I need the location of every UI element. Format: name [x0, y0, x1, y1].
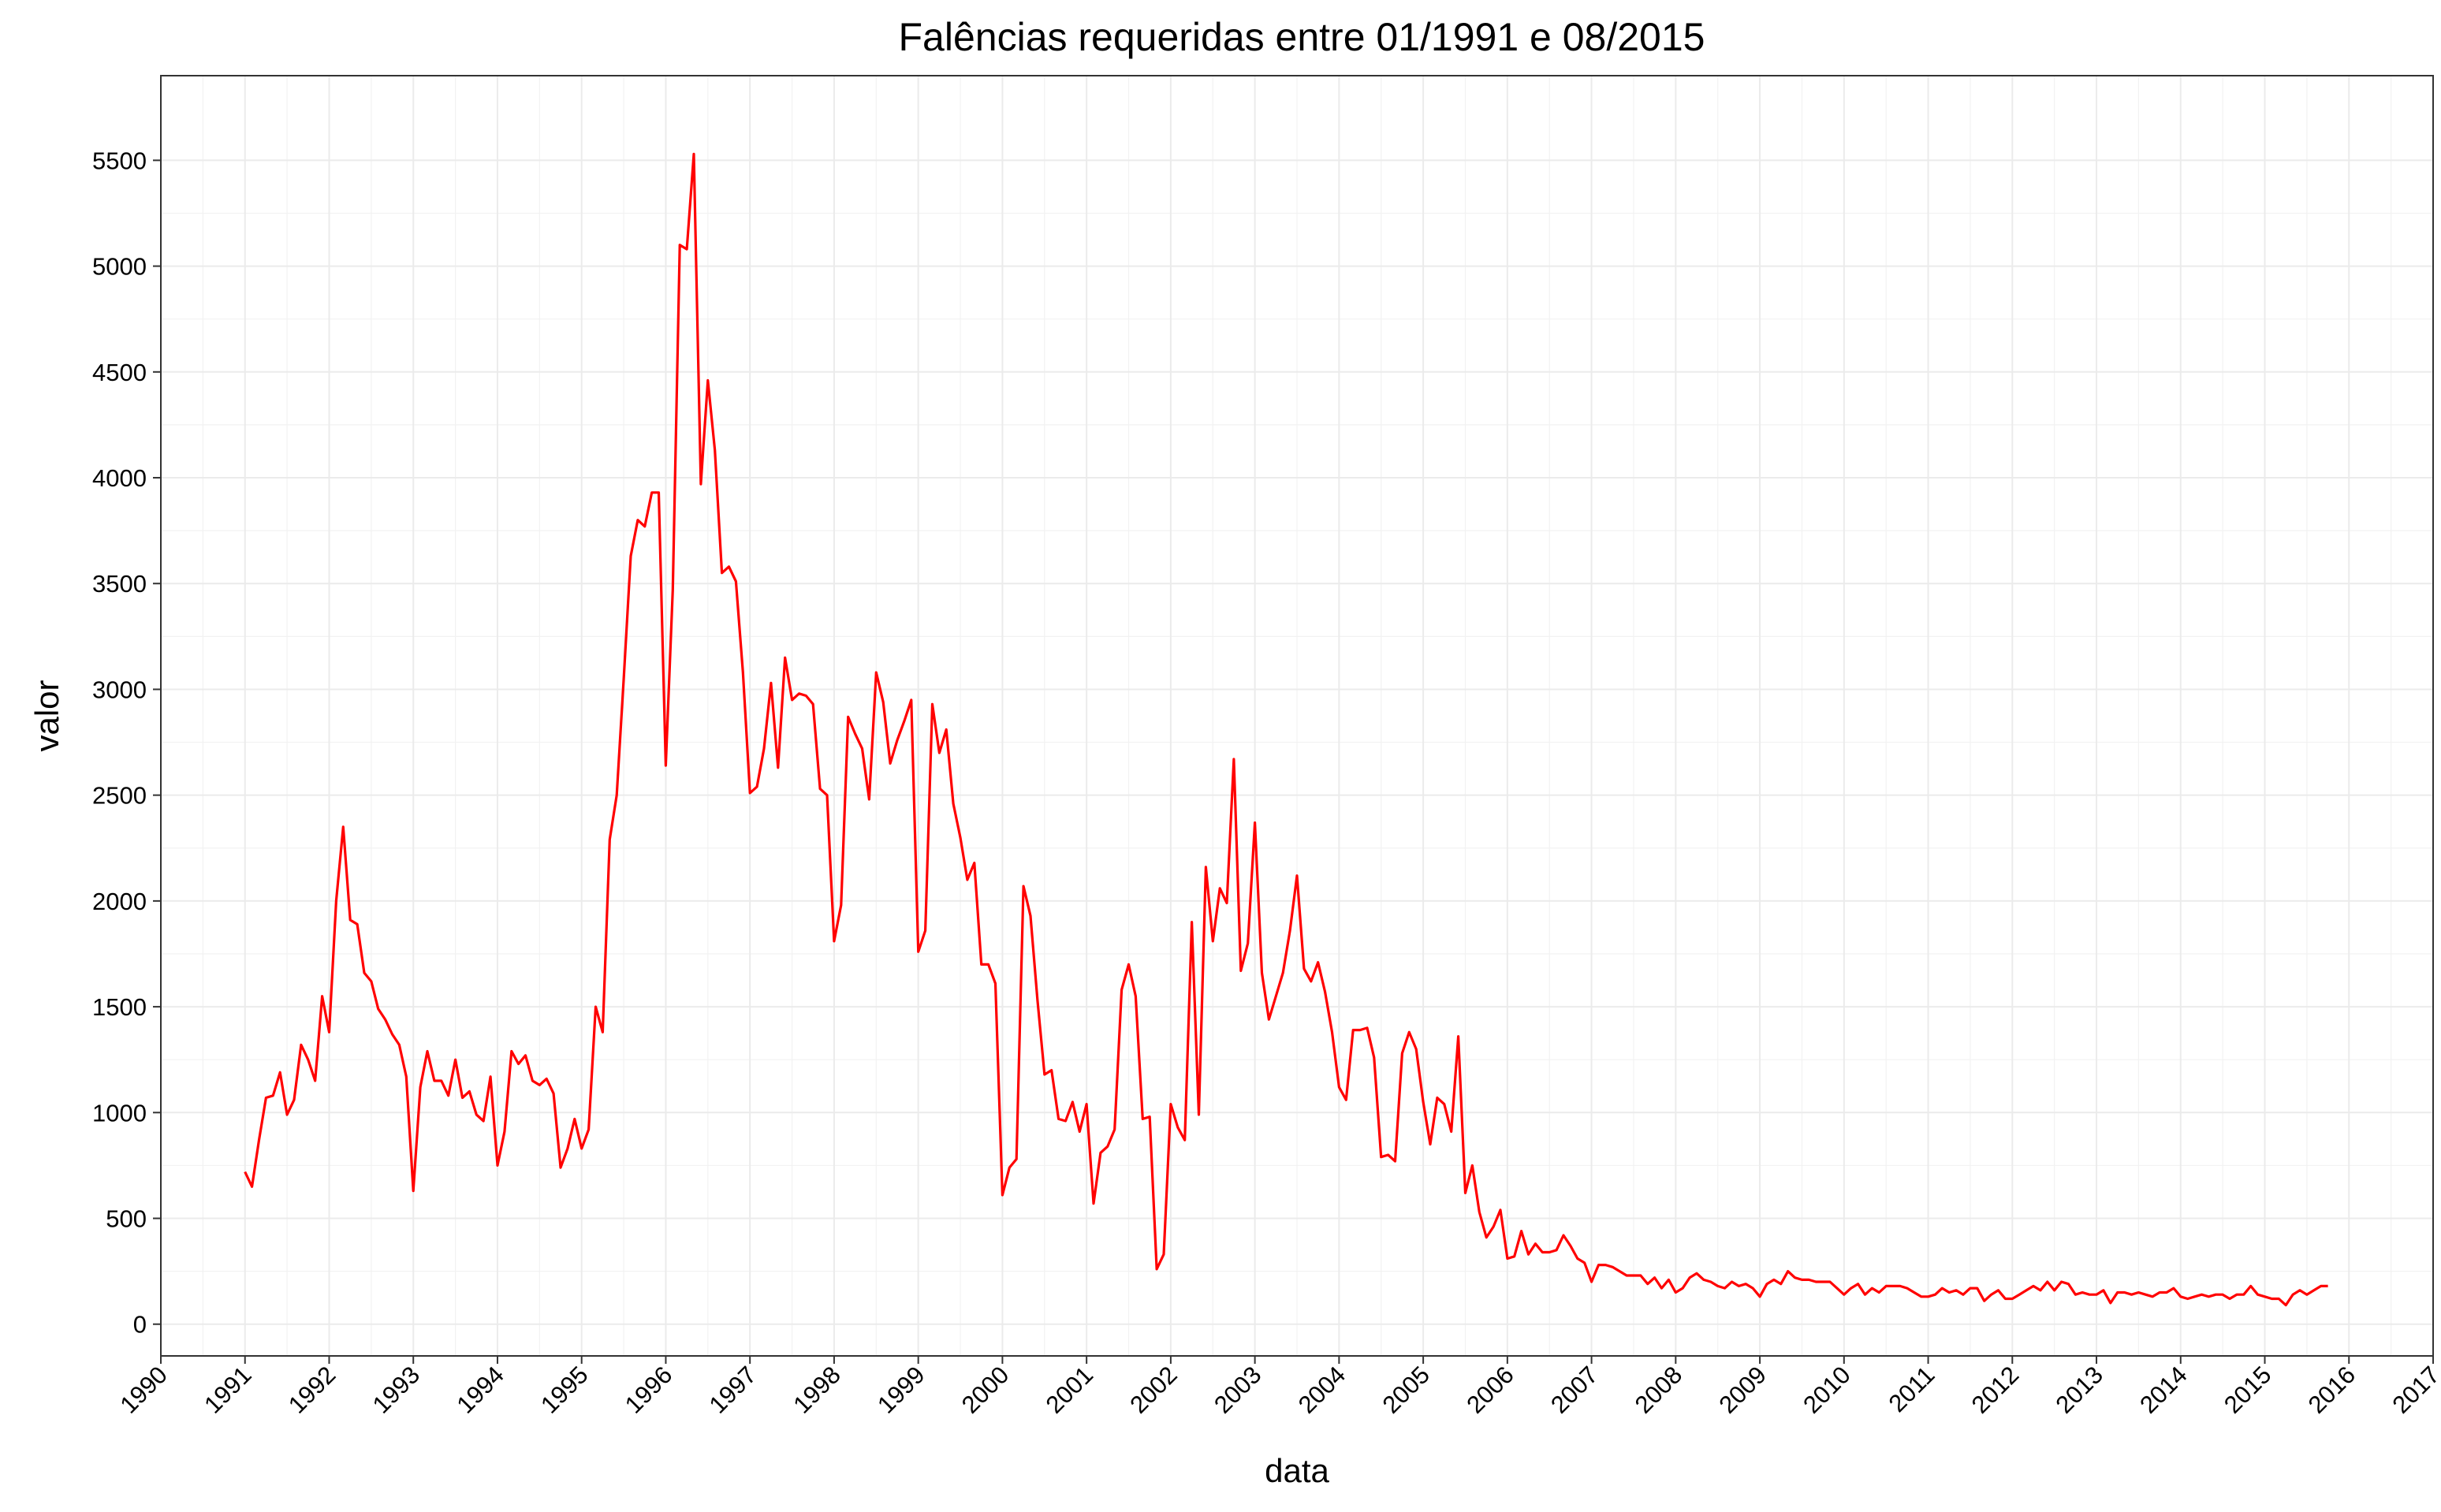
y-tick-label: 1000 [92, 1099, 147, 1127]
chart-title: Falências requeridas entre 01/1991 e 08/… [899, 15, 1705, 59]
plot-border [160, 75, 2434, 1357]
y-tick-label: 2000 [92, 888, 147, 915]
y-axis: 0 500 1000 1500 2000 2500 3000 3500 4000 4500 5000… [92, 147, 161, 1339]
y-axis-title: valor [28, 680, 65, 751]
y-tick-label: 4500 [92, 359, 147, 386]
series-line [244, 152, 2328, 1307]
y-tick-label: 1500 [92, 993, 147, 1021]
y-tick-label: 3000 [92, 676, 147, 703]
y-tick-label: 5500 [92, 147, 147, 174]
x-axis-title: data [1265, 1452, 1329, 1489]
y-tick-label: 4000 [92, 464, 147, 492]
minor-grid [161, 76, 2433, 1356]
series-layer [244, 152, 2328, 1307]
y-tick-label: 3500 [92, 570, 147, 598]
y-tick-label: 500 [106, 1205, 147, 1233]
y-tick-label: 2500 [92, 782, 147, 810]
y-tick-label: 5000 [92, 253, 147, 281]
y-tick-label: 0 [133, 1311, 147, 1339]
